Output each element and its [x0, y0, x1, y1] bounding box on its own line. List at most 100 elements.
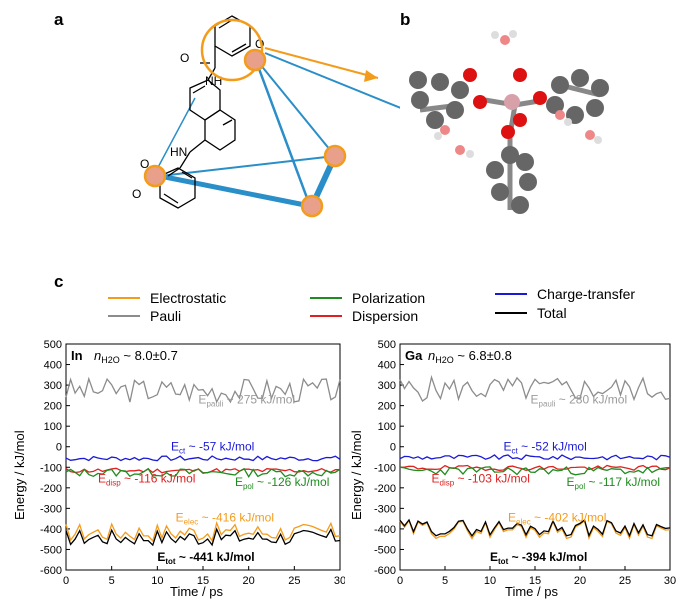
- y-tick-label: -600: [374, 565, 396, 577]
- x-tick-label: 15: [529, 575, 541, 587]
- y-tick-label: 300: [378, 380, 396, 392]
- annotation-dispersion: Edisp ~ -103 kJ/mol: [432, 472, 530, 488]
- y-tick-label: 400: [378, 360, 396, 372]
- y-tick-label: 500: [44, 339, 62, 351]
- x-tick-label: 15: [197, 575, 209, 587]
- plot-frame: [65, 343, 341, 571]
- annotation-dispersion: Edisp ~ -116 kJ/mol: [98, 472, 196, 488]
- legend-label: Pauli: [150, 308, 182, 324]
- atom-label-o-top: O: [180, 51, 189, 65]
- series-line-pauli: [399, 374, 671, 402]
- x-tick-label: 30: [664, 575, 676, 587]
- series-line-polarization: [399, 466, 671, 476]
- series-line-electrostatic: [65, 520, 341, 543]
- carbon-ring-left: [409, 71, 469, 129]
- ball-and-stick-model: [409, 30, 609, 214]
- legend-swatch: [495, 293, 527, 295]
- x-tick-label: 25: [288, 575, 300, 587]
- series-line-pauli: [65, 376, 341, 404]
- y-tick-label: -100: [40, 462, 62, 474]
- y-tick-label: -400: [374, 524, 396, 536]
- carbon-ring-bottom: [486, 146, 537, 214]
- oxygen-atoms: [463, 68, 547, 139]
- legend-item-pauli: Pauli: [108, 308, 181, 324]
- annotation-charge-transfer: Ect ~ -57 kJ/mol: [171, 439, 254, 455]
- annotation-total: Etot ~ -394 kJ/mol: [490, 550, 587, 566]
- annotation-polarization: Epol ~ -126 kJ/mol: [235, 475, 329, 491]
- legend-swatch: [310, 297, 342, 299]
- y-tick-label: -400: [40, 524, 62, 536]
- y-tick-label: 0: [56, 442, 62, 454]
- interaction-network: [154, 52, 400, 209]
- annotation-charge-transfer: Ect ~ -52 kJ/mol: [504, 439, 587, 455]
- legend-label: Charge-transfer: [537, 286, 636, 302]
- annotation-polarization: Epol ~ -117 kJ/mol: [567, 475, 661, 491]
- arrow-line: [264, 47, 379, 79]
- y-tick-label: 0: [390, 442, 396, 454]
- y-tick-label: 200: [378, 401, 396, 413]
- arrow-head: [364, 70, 378, 82]
- molecule-scheme: O NH HN O O O: [132, 15, 400, 218]
- series-line-charge-transfer: [399, 454, 671, 461]
- annotation-electrostatic: Eelec ~ -402 kJ/mol: [508, 511, 606, 527]
- legend-label: Electrostatic: [150, 290, 227, 306]
- legend-item-electrostatic: Electrostatic: [108, 290, 226, 306]
- legend-item-dispersion: Dispersion: [310, 308, 418, 324]
- metal-center: [504, 94, 520, 110]
- legend-label: Dispersion: [352, 308, 419, 324]
- series-line-total: [65, 527, 341, 547]
- panel-label-b: b: [400, 10, 411, 29]
- annotation-electrostatic: Eelec ~ -416 kJ/mol: [176, 511, 274, 527]
- water-molecules: [434, 30, 602, 158]
- y-tick-label: -200: [40, 483, 62, 495]
- x-tick-label: 10: [484, 575, 496, 587]
- x-tick-label: 0: [397, 575, 403, 587]
- x-axis-label-left: Time / ps: [170, 584, 223, 599]
- legend-item-polarization: Polarization: [310, 290, 425, 306]
- hydration-number: nH2O ~ 6.8±0.8: [428, 348, 512, 365]
- energy-chart-ga: 5004003002001000-100-200-300-400-500-600…: [374, 339, 676, 587]
- series-line-total: [399, 518, 671, 538]
- highlight-circle: [200, 18, 264, 82]
- legend-swatch: [108, 297, 140, 299]
- y-tick-label: 200: [44, 401, 62, 413]
- legend-label: Total: [537, 305, 567, 321]
- energy-chart-in: 5004003002001000-100-200-300-400-500-600…: [40, 339, 345, 587]
- y-tick-label: 100: [44, 421, 62, 433]
- chart-title: Ga: [405, 348, 423, 363]
- series-line-dispersion: [399, 464, 671, 472]
- x-tick-label: 20: [243, 575, 255, 587]
- y-tick-label: 300: [44, 380, 62, 392]
- y-tick-label: 400: [44, 360, 62, 372]
- atom-label-o-mid: O: [140, 157, 149, 171]
- x-axis-label-right: Time / ps: [505, 584, 558, 599]
- series-line-charge-transfer: [65, 455, 341, 462]
- annotation-total: Etot ~ -441 kJ/mol: [157, 550, 254, 566]
- y-tick-label: 100: [378, 421, 396, 433]
- panel-label-a: a: [54, 10, 64, 29]
- cation-spheres: [143, 48, 347, 218]
- legend-swatch: [310, 315, 342, 317]
- structure-drawing: [159, 15, 251, 209]
- series-line-polarization: [65, 467, 341, 478]
- annotation-pauli: Epauli ~ 280 kJ/mol: [531, 393, 628, 409]
- x-tick-label: 30: [334, 575, 345, 587]
- legend-swatch: [495, 312, 527, 314]
- y-tick-label: -300: [374, 503, 396, 515]
- carbon-ring-right: [546, 69, 609, 124]
- x-tick-label: 20: [574, 575, 586, 587]
- chart-title: In: [71, 348, 83, 363]
- y-tick-label: 500: [378, 339, 396, 351]
- y-tick-label: -600: [40, 565, 62, 577]
- y-tick-label: -100: [374, 462, 396, 474]
- atom-label-hn: HN: [170, 145, 187, 159]
- y-tick-label: -200: [374, 483, 396, 495]
- legend-item-charge-transfer: Charge-transfer: [495, 286, 635, 302]
- annotation-pauli: Epauli ~ 275 kJ/mol: [198, 393, 295, 409]
- x-tick-label: 0: [63, 575, 69, 587]
- legend-item-total: Total: [495, 305, 567, 321]
- x-tick-label: 5: [109, 575, 115, 587]
- x-tick-label: 10: [151, 575, 163, 587]
- panel-label-c: c: [54, 272, 64, 291]
- legend-swatch: [108, 315, 140, 317]
